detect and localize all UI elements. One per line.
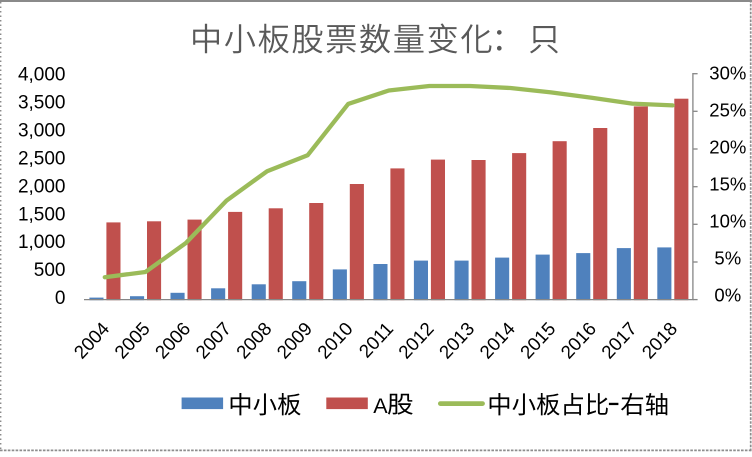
svg-text:10%: 10% — [709, 211, 746, 232]
svg-text:20%: 20% — [709, 137, 746, 158]
svg-text:500: 500 — [34, 260, 66, 281]
svg-text:1,500: 1,500 — [18, 204, 66, 225]
svg-text:5%: 5% — [714, 248, 741, 269]
svg-text:0: 0 — [55, 288, 66, 309]
svg-text:A: A — [373, 394, 388, 418]
svg-text:2,000: 2,000 — [18, 176, 66, 197]
svg-text:4,000: 4,000 — [18, 65, 66, 86]
svg-text:3,500: 3,500 — [18, 93, 66, 114]
svg-text:3,000: 3,000 — [18, 121, 66, 142]
svg-text:1,000: 1,000 — [18, 232, 66, 253]
svg-text:30%: 30% — [709, 63, 746, 84]
svg-text:2,500: 2,500 — [18, 148, 66, 169]
svg-text:25%: 25% — [709, 100, 746, 121]
svg-text:0%: 0% — [714, 285, 741, 306]
svg-text:15%: 15% — [709, 174, 746, 195]
